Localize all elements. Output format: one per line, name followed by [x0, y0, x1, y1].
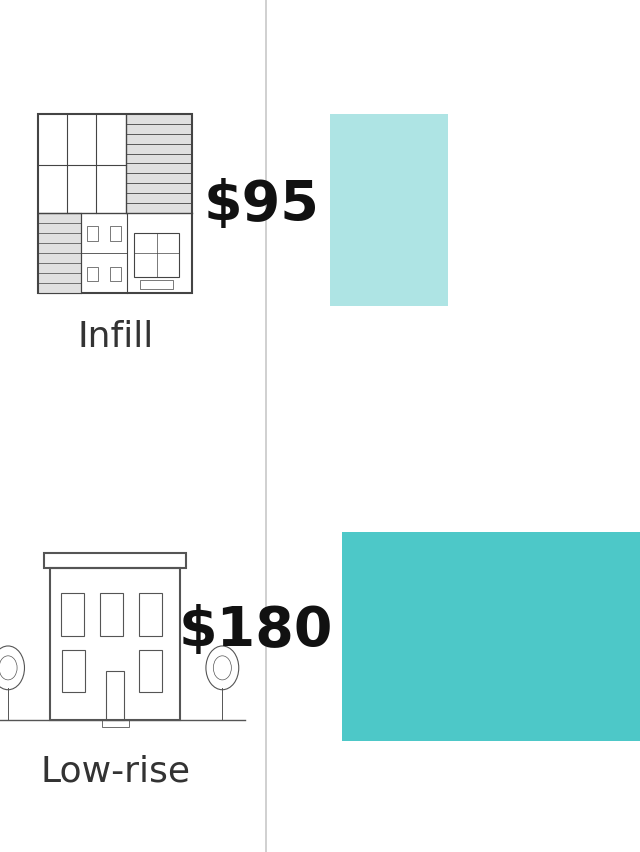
- Bar: [140, 280, 173, 290]
- Bar: [100, 594, 123, 636]
- Bar: [102, 720, 129, 727]
- Text: $95: $95: [204, 177, 320, 232]
- Bar: [111, 227, 120, 242]
- Bar: [342, 532, 640, 741]
- Bar: [61, 594, 84, 636]
- Bar: [62, 650, 85, 693]
- Text: $180: $180: [179, 603, 333, 658]
- Bar: [134, 233, 179, 278]
- Bar: [111, 268, 120, 282]
- Bar: [106, 671, 124, 720]
- Bar: [88, 268, 97, 282]
- Bar: [38, 115, 192, 294]
- Bar: [88, 227, 97, 242]
- Bar: [44, 554, 186, 568]
- Text: Infill: Infill: [77, 320, 154, 354]
- Bar: [138, 594, 162, 636]
- Bar: [138, 650, 162, 693]
- Bar: [126, 115, 192, 213]
- Bar: [330, 115, 448, 307]
- Text: Low-rise: Low-rise: [40, 754, 190, 788]
- Bar: [38, 213, 81, 294]
- Bar: [51, 567, 180, 720]
